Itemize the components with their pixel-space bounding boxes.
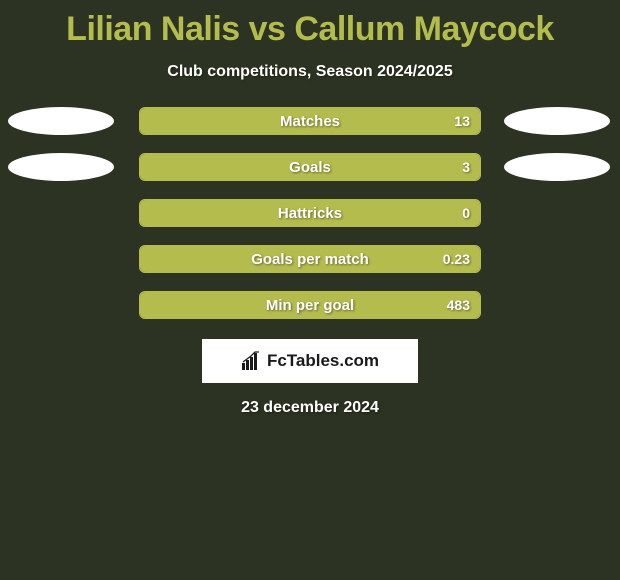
- stat-row-goals-per-match: Goals per match 0.23: [0, 245, 620, 273]
- left-marker: [8, 107, 114, 135]
- stat-row-hattricks: Hattricks 0: [0, 199, 620, 227]
- stat-value: 0.23: [443, 246, 470, 272]
- stat-bar: Hattricks 0: [139, 199, 481, 227]
- brand-text: FcTables.com: [267, 351, 379, 371]
- stat-label: Matches: [140, 108, 480, 134]
- stat-value: 0: [462, 200, 470, 226]
- stat-label: Hattricks: [140, 200, 480, 226]
- comparison-title: Lilian Nalis vs Callum Maycock: [0, 0, 620, 49]
- stat-label: Min per goal: [140, 292, 480, 318]
- chart-icon: [241, 351, 261, 371]
- stat-label: Goals: [140, 154, 480, 180]
- stat-value: 3: [462, 154, 470, 180]
- stat-row-goals: Goals 3: [0, 153, 620, 181]
- left-marker: [8, 153, 114, 181]
- stat-bar: Goals 3: [139, 153, 481, 181]
- brand-badge[interactable]: FcTables.com: [202, 339, 418, 383]
- comparison-subtitle: Club competitions, Season 2024/2025: [0, 63, 620, 81]
- stat-value: 483: [447, 292, 470, 318]
- stat-value: 13: [454, 108, 470, 134]
- stat-row-matches: Matches 13: [0, 107, 620, 135]
- stat-rows: Matches 13 Goals 3 Hattricks 0 Goals per…: [0, 107, 620, 319]
- stat-bar: Matches 13: [139, 107, 481, 135]
- right-marker: [504, 107, 610, 135]
- stat-row-min-per-goal: Min per goal 483: [0, 291, 620, 319]
- stat-bar: Goals per match 0.23: [139, 245, 481, 273]
- snapshot-date: 23 december 2024: [0, 399, 620, 417]
- right-marker: [504, 153, 610, 181]
- stat-label: Goals per match: [140, 246, 480, 272]
- stat-bar: Min per goal 483: [139, 291, 481, 319]
